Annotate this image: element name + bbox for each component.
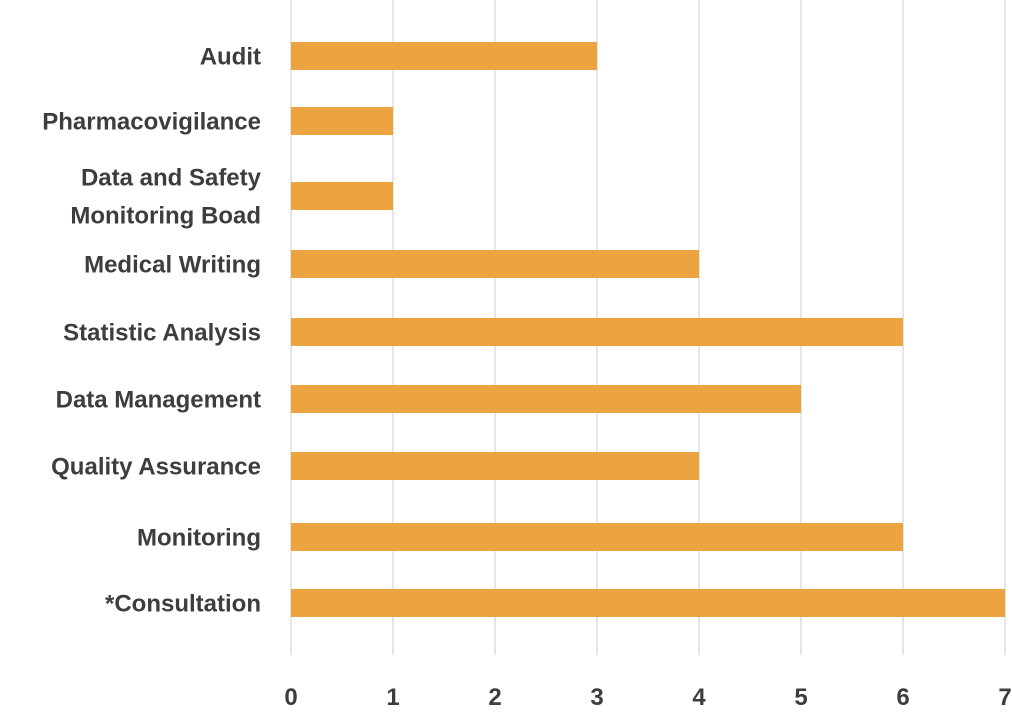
category-label: Pharmacovigilance [42, 108, 261, 135]
x-axis-ticks: 0 1 2 3 4 5 6 7 [284, 684, 1011, 711]
category-label: Statistic Analysis [63, 319, 261, 346]
category-label: Medical Writing [84, 251, 261, 278]
x-tick-label: 3 [590, 684, 603, 711]
bar [291, 523, 903, 551]
bars [291, 42, 1005, 617]
bar [291, 250, 699, 278]
x-tick-label: 7 [998, 684, 1011, 711]
bar [291, 318, 903, 346]
category-label: Quality Assurance [51, 453, 261, 480]
x-tick-label: 0 [284, 684, 297, 711]
bar [291, 182, 393, 210]
x-tick-label: 1 [386, 684, 399, 711]
x-tick-label: 2 [488, 684, 501, 711]
x-tick-label: 5 [794, 684, 807, 711]
category-label: Monitoring Boad [70, 202, 261, 229]
bar [291, 385, 801, 413]
category-label: Data Management [56, 386, 261, 413]
category-labels: Audit Pharmacovigilance Data and Safety Mon… [42, 43, 261, 617]
category-label: Monitoring [137, 524, 261, 551]
x-tick-label: 6 [896, 684, 909, 711]
bar [291, 452, 699, 480]
bar [291, 589, 1005, 617]
category-label: Audit [200, 43, 261, 70]
x-tick-label: 4 [692, 684, 706, 711]
bar [291, 42, 597, 70]
category-label: *Consultation [105, 590, 261, 617]
bar [291, 107, 393, 135]
category-label: Data and Safety [81, 164, 262, 191]
